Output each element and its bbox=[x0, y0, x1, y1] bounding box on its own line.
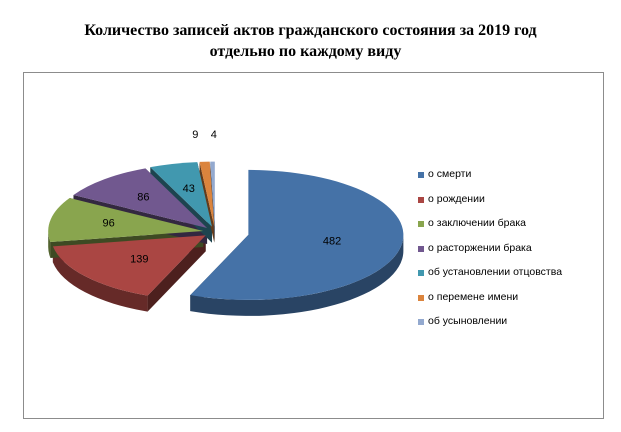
data-label-3: 86 bbox=[137, 192, 149, 204]
slice-2-top bbox=[48, 198, 204, 243]
slice-1-top bbox=[52, 235, 206, 296]
data-label-0: 482 bbox=[323, 236, 341, 248]
legend-swatch-6 bbox=[418, 319, 424, 325]
data-label-2: 96 bbox=[103, 218, 115, 230]
legend-item-1: о рождении bbox=[418, 193, 562, 218]
slice-5-top bbox=[199, 161, 215, 227]
legend-label-0: о смерти bbox=[428, 168, 472, 180]
legend-item-3: о расторжении брака bbox=[418, 242, 562, 267]
legend-item-2: о заключении брака bbox=[418, 217, 562, 242]
legend-item-5: о перемене имени bbox=[418, 291, 562, 316]
slice-1-rim bbox=[52, 246, 148, 312]
legend-item-6: об усыновлении bbox=[418, 315, 562, 340]
slice-4-top bbox=[150, 162, 213, 227]
data-label-4: 43 bbox=[183, 183, 195, 195]
legend-swatch-0 bbox=[418, 172, 424, 178]
slice-0-rim bbox=[190, 234, 404, 316]
legend-item-0: о смерти bbox=[418, 168, 562, 193]
legend-swatch-4 bbox=[418, 270, 424, 276]
slice-0-top bbox=[190, 169, 404, 300]
legend-item-4: об установлении отцовства bbox=[418, 266, 562, 291]
legend-swatch-3 bbox=[418, 245, 424, 252]
chart-legend: о смерти о рождении о заключении брака о ра… bbox=[418, 168, 562, 340]
pie-labels: 482 139 96 86 43 9 4 bbox=[103, 129, 342, 266]
slice-6-top bbox=[210, 161, 215, 227]
data-label-1: 139 bbox=[130, 254, 148, 266]
legend-label-4: об установлении отцовства bbox=[428, 266, 563, 278]
data-label-6: 4 bbox=[211, 129, 217, 141]
legend-label-2: о заключении брака bbox=[428, 217, 527, 229]
chart-title-line-1: Количество записей актов гражданского со… bbox=[84, 22, 537, 39]
legend-label-5: о перемене имени bbox=[428, 290, 519, 303]
slice-3-top bbox=[73, 168, 208, 228]
legend-label-3: о расторжении брака bbox=[428, 241, 532, 254]
legend-swatch-5 bbox=[418, 294, 424, 301]
slice-1-wall-0 bbox=[147, 235, 206, 312]
slice-2-rim bbox=[48, 231, 51, 259]
chart-title-line-2: отдельно по каждому виду bbox=[209, 43, 402, 60]
legend-label-1: о рождении bbox=[428, 192, 485, 205]
data-label-5: 9 bbox=[192, 129, 198, 141]
legend-label-6: об усыновлении bbox=[428, 315, 508, 327]
pie-tops bbox=[48, 161, 404, 300]
legend-swatch-2 bbox=[418, 221, 424, 227]
chart-title: Количество записей актов гражданского со… bbox=[0, 20, 621, 62]
legend-swatch-1 bbox=[418, 196, 424, 203]
